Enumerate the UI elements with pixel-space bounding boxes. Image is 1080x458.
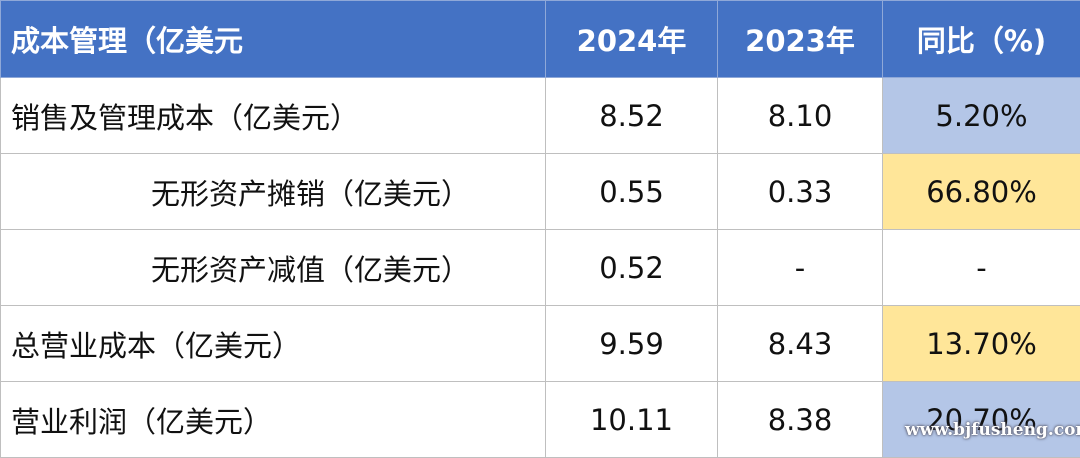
table-row: 营业利润（亿美元） 10.11 8.38 20.70% bbox=[0, 381, 1080, 458]
row-label: 销售及管理成本（亿美元） bbox=[0, 77, 546, 154]
cell: 8.38 bbox=[717, 381, 883, 458]
table-row: 销售及管理成本（亿美元） 8.52 8.10 5.20% bbox=[0, 77, 1080, 154]
cell: 66.80% bbox=[882, 153, 1080, 230]
cell: 8.10 bbox=[717, 77, 883, 154]
header-cell: 成本管理（亿美元 bbox=[0, 0, 546, 78]
cell: 5.20% bbox=[882, 77, 1080, 154]
cell: 8.52 bbox=[545, 77, 718, 154]
cell: 9.59 bbox=[545, 305, 718, 382]
row-label: 无形资产摊销（亿美元） bbox=[0, 153, 546, 230]
cell: 0.33 bbox=[717, 153, 883, 230]
header-row: 成本管理（亿美元 2024年 2023年 同比（%) bbox=[0, 0, 1080, 78]
table-row: 无形资产减值（亿美元） 0.52 - - bbox=[0, 229, 1080, 306]
watermark: www.bjfusheng.com bbox=[905, 420, 1080, 440]
table-row: 总营业成本（亿美元） 9.59 8.43 13.70% bbox=[0, 305, 1080, 382]
table-row: 无形资产摊销（亿美元） 0.55 0.33 66.80% bbox=[0, 153, 1080, 230]
cell: 8.43 bbox=[717, 305, 883, 382]
cell: - bbox=[882, 229, 1080, 306]
cell: 20.70% bbox=[882, 381, 1080, 458]
cell: 0.55 bbox=[545, 153, 718, 230]
header-cell: 2023年 bbox=[717, 0, 883, 78]
cell: - bbox=[717, 229, 883, 306]
row-label: 无形资产减值（亿美元） bbox=[0, 229, 546, 306]
cell: 10.11 bbox=[545, 381, 718, 458]
row-label: 总营业成本（亿美元） bbox=[0, 305, 546, 382]
header-cell: 2024年 bbox=[545, 0, 718, 78]
cell: 13.70% bbox=[882, 305, 1080, 382]
row-label: 营业利润（亿美元） bbox=[0, 381, 546, 458]
header-cell: 同比（%) bbox=[882, 0, 1080, 78]
cell: 0.52 bbox=[545, 229, 718, 306]
